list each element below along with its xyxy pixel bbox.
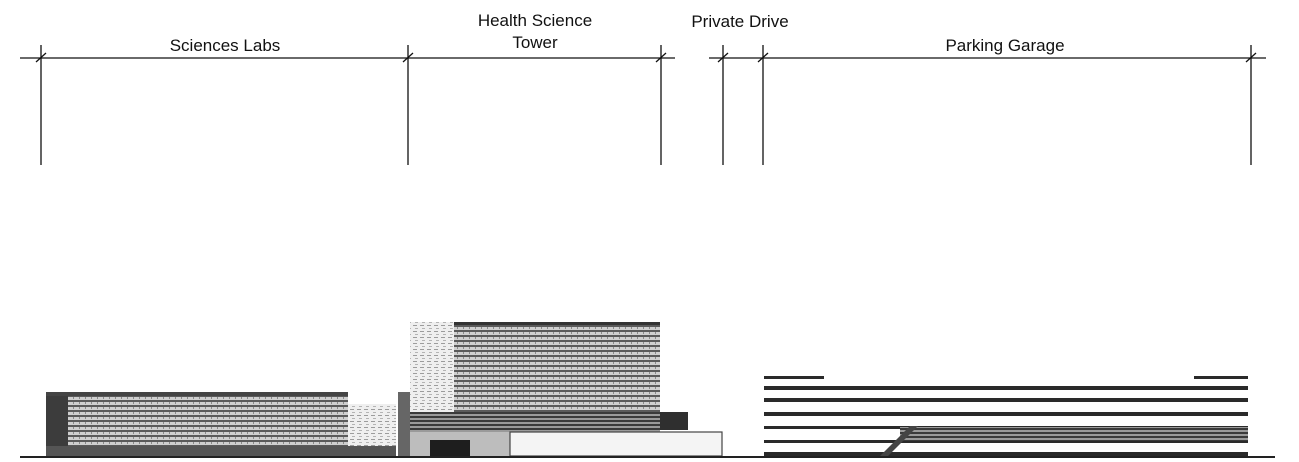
parking-garage-building	[764, 376, 1248, 456]
dimension-line-right	[709, 45, 1266, 165]
dimension-line-left	[20, 45, 675, 165]
health-science-tower-building	[398, 322, 723, 457]
label-private-drive: Private Drive	[691, 12, 789, 31]
sciences-labs-building	[46, 392, 396, 456]
label-parking-garage: Parking Garage	[945, 36, 1065, 55]
label-health-science-tower-line2: Tower	[512, 33, 558, 52]
label-health-science-tower: Health Science Tower	[440, 10, 630, 54]
label-sciences-labs: Sciences Labs	[169, 36, 281, 55]
label-health-science-tower-line1: Health Science	[477, 11, 593, 30]
